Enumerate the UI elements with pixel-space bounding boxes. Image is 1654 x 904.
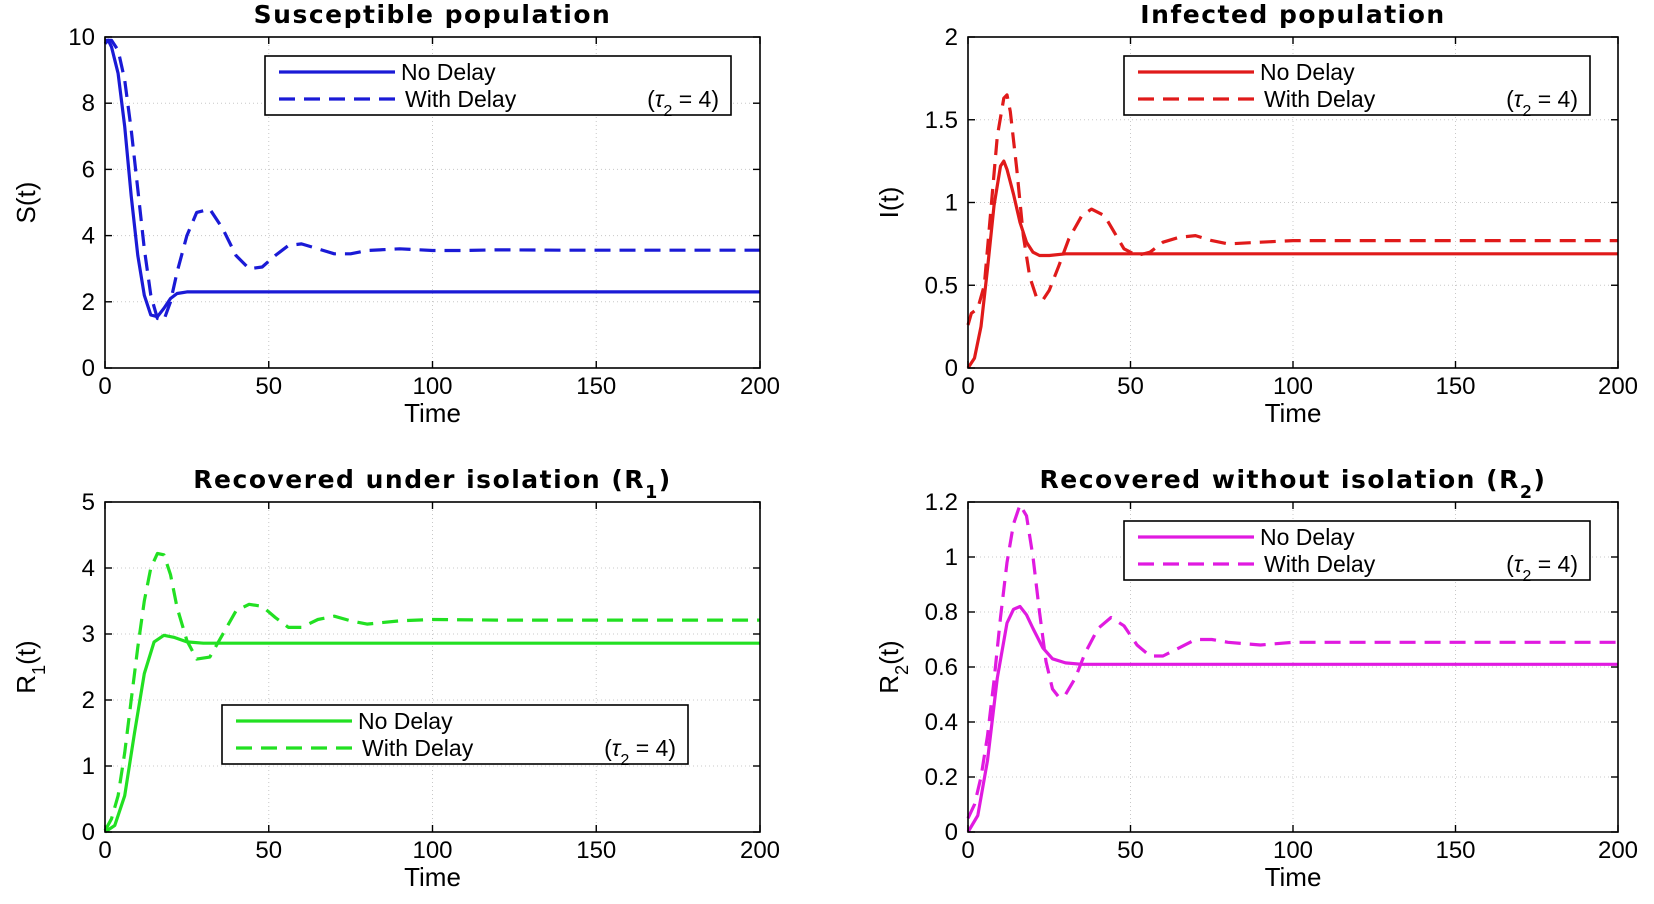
y-tick-label: 5: [82, 489, 95, 516]
legend-delay-label: (τ2 = 4): [604, 735, 676, 769]
x-tick-label: 200: [1598, 373, 1638, 400]
legend-box: [1123, 520, 1591, 581]
x-tick-label: 50: [1117, 373, 1144, 400]
y-tick-label: 0: [82, 819, 95, 846]
x-tick-label: 50: [255, 837, 282, 864]
chart-title: Infected population: [1140, 0, 1445, 29]
legend-box: [221, 704, 689, 765]
y-tick-label: 4: [82, 555, 95, 582]
x-axis-label: Time: [1265, 398, 1322, 428]
y-axis-label: R1(t): [11, 640, 49, 693]
x-tick-label: 150: [576, 837, 616, 864]
y-tick-label: 1: [945, 190, 958, 217]
y-tick-label: 4: [82, 223, 95, 250]
x-tick-label: 0: [98, 837, 111, 864]
legend-delay-label: (τ2 = 4): [1506, 86, 1578, 120]
x-tick-label: 200: [1598, 837, 1638, 864]
legend-delay-label: (τ2 = 4): [647, 86, 719, 120]
y-tick-label: 0: [82, 355, 95, 382]
legend-label: No Delay: [1260, 524, 1355, 550]
legend-label: With Delay: [405, 86, 517, 112]
y-tick-label: 0.4: [925, 709, 958, 736]
x-tick-label: 0: [961, 837, 974, 864]
x-tick-label: 100: [1273, 373, 1313, 400]
chart-title: Recovered without isolation (R2): [1040, 465, 1547, 503]
series-line-no-delay: [966, 604, 1618, 833]
legend-box: [264, 55, 732, 116]
legend-label: With Delay: [1264, 86, 1376, 112]
subplot-4: 0 50 100 150 200 0 0.2 0.4 0.6 0.8 1 1.2 Recovered w…: [874, 465, 1638, 892]
series-line-with-delay: [966, 93, 1618, 326]
x-axis-label: Time: [404, 862, 461, 892]
x-tick-label: 150: [1435, 373, 1475, 400]
y-tick-label: 1: [82, 753, 95, 780]
subplot-3: 0 50 100 150 200 0 1 2 3 4 5 Recovered under isolat…: [11, 465, 780, 892]
x-axis-label: Time: [404, 398, 461, 428]
chart-title: Recovered under isolation (R1): [193, 465, 671, 503]
y-tick-label: 3: [82, 621, 95, 648]
series-line-with-delay: [105, 38, 760, 322]
legend-label: No Delay: [401, 59, 496, 85]
subplot-2: 0 50 100 150 200 0 0.5 1 1.5 2 Infected population…: [874, 0, 1638, 428]
x-tick-label: 200: [740, 837, 780, 864]
y-tick-label: 0.8: [925, 599, 958, 626]
y-tick-label: 2: [82, 289, 95, 316]
x-tick-label: 100: [1273, 837, 1313, 864]
x-tick-label: 0: [98, 373, 111, 400]
y-tick-label: 1: [945, 544, 958, 571]
series-line-with-delay: [103, 551, 760, 832]
y-tick-label: 8: [82, 90, 95, 117]
y-axis-label: R2(t): [874, 640, 912, 693]
y-tick-label: 0: [945, 355, 958, 382]
x-tick-label: 0: [961, 373, 974, 400]
y-tick-label: 6: [82, 156, 95, 183]
y-axis-label: S(t): [11, 182, 41, 224]
legend-label: No Delay: [358, 708, 453, 734]
y-tick-label: 10: [68, 24, 95, 51]
legend-label: With Delay: [1264, 551, 1376, 577]
legend-delay-label: (τ2 = 4): [1506, 551, 1578, 585]
x-tick-label: 150: [1435, 837, 1475, 864]
y-tick-label: 0.2: [925, 764, 958, 791]
legend-box: [1123, 55, 1591, 116]
y-tick-label: 1.2: [925, 489, 958, 516]
y-tick-label: 0.6: [925, 654, 958, 681]
y-axis-label: I(t): [874, 187, 904, 219]
series-line-no-delay: [104, 633, 760, 834]
x-tick-label: 100: [412, 373, 452, 400]
x-axis-label: Time: [1265, 862, 1322, 892]
series-line-no-delay: [103, 38, 760, 319]
legend-label: With Delay: [362, 735, 474, 761]
x-tick-label: 150: [576, 373, 616, 400]
x-tick-label: 50: [1117, 837, 1144, 864]
y-tick-label: 0: [945, 819, 958, 846]
x-tick-label: 200: [740, 373, 780, 400]
x-tick-label: 50: [255, 373, 282, 400]
series-line-no-delay: [966, 159, 1618, 369]
y-tick-label: 2: [82, 687, 95, 714]
x-tick-label: 100: [412, 837, 452, 864]
y-tick-label: 1.5: [925, 107, 958, 134]
chart-title: Susceptible population: [254, 0, 612, 29]
subplot-1: 0 50 100 150 200 0 2 4 6 8 10 Susceptible populatio…: [11, 0, 780, 428]
legend-label: No Delay: [1260, 59, 1355, 85]
y-tick-label: 0.5: [925, 272, 958, 299]
y-tick-label: 2: [945, 24, 958, 51]
